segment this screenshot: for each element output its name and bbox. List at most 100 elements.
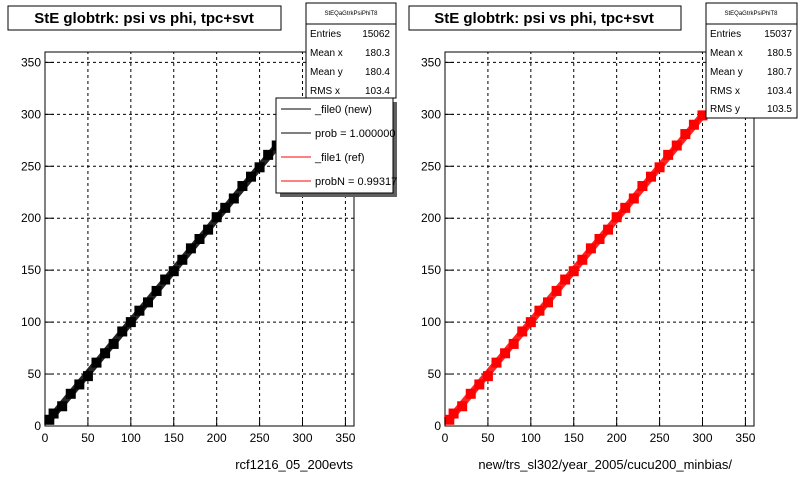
left-x-tick-label: 350: [335, 431, 355, 445]
right-y-tick-label: 50: [428, 367, 442, 381]
right-x-tick-label: 300: [692, 431, 712, 445]
left-y-tick-label: 150: [21, 263, 41, 277]
left-scatter-point: [194, 234, 205, 244]
left-x-axis-label: rcf1216_05_200evts: [235, 457, 353, 472]
left-legend: _file0 (new) prob = 1.000000 _file1 (ref…: [275, 97, 397, 197]
left-scatter-point: [254, 162, 265, 173]
right-stats-meanx-value: 180.5: [767, 48, 792, 59]
right-scatter-point: [663, 149, 674, 160]
left-stats-rmsx-label: RMS x: [310, 86, 340, 97]
right-grid: [445, 52, 754, 426]
right-y-tick-label: 150: [421, 263, 441, 277]
left-x-tick-label: 100: [121, 431, 141, 445]
left-x-tick-label: 200: [207, 431, 227, 445]
right-stats-entries-value: 15037: [764, 29, 792, 40]
left-scatter-point: [74, 379, 85, 390]
right-scatter-point: [611, 212, 622, 223]
left-stats-meany-label: Mean y: [310, 67, 343, 78]
right-x-tick-label: 50: [481, 431, 495, 445]
left-x-tick-label: 300: [292, 431, 312, 445]
left-scatter-point: [160, 274, 171, 285]
left-stats-header: StEQaGtrkPsiPhiT8: [324, 11, 378, 17]
right-stats-rmsy-label: RMS y: [710, 104, 740, 115]
left-x-tick-label: 50: [81, 431, 95, 445]
left-stats-meany-value: 180.4: [365, 67, 390, 78]
right-scatter-point: [646, 171, 656, 182]
left-scatter-point: [211, 212, 222, 223]
left-scatter-point: [117, 326, 128, 337]
right-chart-title: StE globtrk: psi vs phi, tpc+svt: [434, 10, 654, 27]
right-stats-meany-value: 180.7: [767, 67, 792, 78]
right-panel: StE globtrk: psi vs phi, tpc+svt 0 50 100 1…: [408, 2, 798, 472]
right-stats-meanx-label: Mean x: [710, 48, 743, 59]
left-scatter-point: [91, 357, 102, 368]
left-y-tick-label: 0: [34, 419, 41, 433]
left-scatter-point: [143, 297, 153, 308]
left-axes: 0 50 100 150 200 250 300 350 0 50 100 150 200 250 300 3…: [21, 55, 356, 445]
left-scatter-point: [82, 371, 93, 382]
right-y-tick-label: 300: [421, 107, 441, 121]
right-stats-rmsy-value: 103.5: [767, 104, 792, 115]
right-scatter-point: [628, 193, 639, 204]
right-scatter-point: [500, 348, 511, 359]
right-scatter-point: [671, 140, 682, 151]
right-stats-header: StEQaGtrkPsiPhiT8: [724, 11, 778, 17]
left-scatter-point: [44, 414, 55, 425]
legend-label-prob: prob = 1.000000: [315, 128, 395, 140]
left-x-tick-label: 150: [164, 431, 184, 445]
left-scatter-point: [263, 149, 274, 160]
left-y-tick-label: 50: [28, 367, 42, 381]
left-scatter-point: [220, 202, 231, 213]
left-scatter-point: [237, 181, 248, 192]
left-grid: [45, 52, 354, 426]
left-scatter-point: [228, 193, 239, 204]
right-stats-entries-label: Entries: [710, 29, 741, 40]
left-stats-rmsx-value: 103.4: [365, 86, 390, 97]
right-scatter-point: [508, 338, 519, 349]
left-scatter-point: [65, 388, 76, 399]
legend-label-ref: _file1 (ref): [314, 152, 365, 164]
left-y-tick-label: 300: [21, 107, 41, 121]
left-scatter-point: [168, 266, 179, 277]
left-stats-box: StEQaGtrkPsiPhiT8 Entries 15062 Mean x 1…: [305, 2, 397, 99]
right-y-tick-label: 200: [421, 211, 441, 225]
right-scatter-point: [474, 379, 485, 390]
right-y-tick-label: 350: [421, 55, 441, 69]
left-scatter-point: [151, 285, 162, 296]
left-scatter-point: [185, 243, 196, 254]
right-scatter-point: [568, 266, 579, 277]
left-y-tick-label: 250: [21, 159, 41, 173]
left-stats-entries-label: Entries: [310, 29, 341, 40]
left-stats-meanx-value: 180.3: [365, 48, 390, 59]
left-scatter-point: [125, 317, 136, 328]
legend-label-probn: probN = 0.99317: [315, 176, 397, 188]
right-scatter-point: [543, 297, 553, 308]
right-scatter-point: [620, 202, 631, 213]
right-x-tick-label: 0: [442, 431, 449, 445]
right-scatter-point: [525, 317, 536, 328]
left-scatter-point: [48, 408, 59, 419]
left-chart-title: StE globtrk: psi vs phi, tpc+svt: [34, 10, 254, 27]
right-scatter-point: [594, 234, 605, 244]
right-scatter-point: [688, 119, 699, 130]
right-scatter-point: [491, 357, 502, 368]
left-scatter-point: [100, 348, 111, 359]
right-scatter-point: [560, 274, 571, 285]
right-scatter-point: [465, 388, 476, 399]
left-scatter-point: [246, 171, 256, 182]
right-y-tick-label: 0: [434, 419, 441, 433]
right-scatter-point: [577, 254, 588, 265]
right-stats-box: StEQaGtrkPsiPhiT8 Entries 15037 Mean x 1…: [705, 2, 798, 119]
left-y-tick-label: 350: [21, 55, 41, 69]
right-y-tick-label: 100: [421, 315, 441, 329]
left-scatter-point: [177, 254, 188, 265]
right-scatter-point: [482, 371, 493, 382]
right-scatter-point: [637, 181, 648, 192]
right-x-tick-label: 100: [521, 431, 541, 445]
right-x-tick-label: 250: [650, 431, 670, 445]
right-scatter-point: [448, 408, 459, 419]
left-title-box: [7, 5, 282, 31]
right-axes: 0 50 100 150 200 250 300 350 0 50 100 150 200 250 300 3…: [421, 55, 756, 445]
right-stats-rmsx-value: 103.4: [767, 86, 792, 97]
